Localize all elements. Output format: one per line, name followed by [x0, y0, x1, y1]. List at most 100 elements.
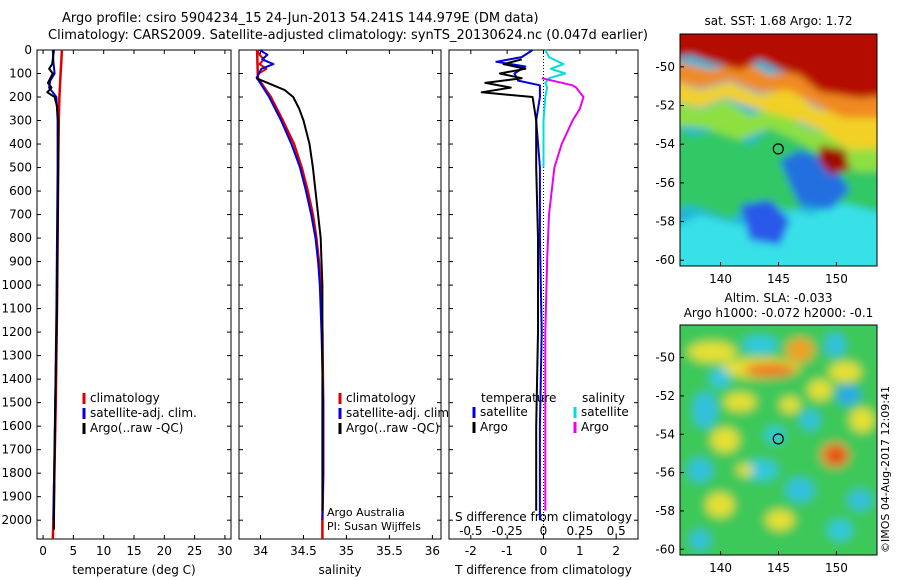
depth-tick-label: 200	[9, 90, 32, 104]
difference-legend-t-argo-label: Argo	[480, 420, 508, 434]
salinity-satellite-line	[256, 49, 325, 521]
sla-anomaly-2	[786, 338, 814, 362]
salinity-legend-0-label: climatology	[346, 391, 416, 405]
credit-text: ©IMOS 04-Aug-2017 12:09:41	[879, 386, 892, 553]
sla-anomaly-17	[829, 449, 845, 463]
sla-anomaly-18	[688, 458, 712, 482]
depth-tick-label: 2000	[1, 513, 32, 527]
sla-anomaly-23	[766, 510, 794, 530]
sla-anomaly-21	[706, 493, 734, 517]
temperature-tick-label: 20	[157, 544, 172, 558]
salinity-tick-label: 36	[425, 544, 440, 558]
s-diff-tick-label: 0	[540, 524, 548, 538]
depth-tick-label: 700	[9, 208, 32, 222]
sla-anomaly-7	[710, 368, 730, 388]
difference-line-1	[480, 58, 539, 511]
difference-line-2	[542, 49, 567, 168]
sst-map-lon-label: 145	[767, 272, 790, 286]
temperature-argo-line	[46, 49, 60, 530]
sla-anomaly-13	[850, 408, 874, 432]
salinity-xlabel: salinity	[318, 563, 361, 577]
sst-red-north	[680, 34, 877, 98]
sla-map-lon-label: 145	[767, 561, 790, 575]
temperature-tick-label: 10	[96, 544, 111, 558]
temperature-tick-label: 5	[70, 544, 78, 558]
sla-anomaly-8	[693, 392, 717, 428]
sla-anomaly-25	[690, 530, 710, 550]
sst-map-title: sat. SST: 1.68 Argo: 1.72	[704, 14, 852, 28]
sla-anomaly-5	[744, 363, 796, 377]
legend-header-salinity: salinity	[582, 391, 625, 405]
sst-map-lon-label: 140	[709, 272, 732, 286]
t-diff-xlabel: T difference from climatology	[454, 563, 632, 577]
t-diff-tick-label: 2	[612, 544, 620, 558]
sla-map-lat-label: -52	[655, 389, 675, 403]
temperature-tick-label: 25	[187, 544, 202, 558]
depth-tick-label: 400	[9, 137, 32, 151]
salinity-tick-label: 34.5	[290, 544, 317, 558]
salinity-axes-frame	[238, 49, 442, 540]
sla-map-lon-label: 140	[709, 561, 732, 575]
sla-anomaly-0	[688, 342, 736, 362]
sla-map-lat-label: -56	[655, 466, 675, 480]
sla-anomaly-26	[800, 410, 820, 430]
sst-blue-patch-2	[740, 200, 790, 245]
sst-map-lat-label: -54	[655, 137, 675, 151]
depth-tick-label: 500	[9, 161, 32, 175]
depth-tick-label: 1900	[1, 490, 32, 504]
depth-tick-label: 300	[9, 114, 32, 128]
sst-heatmap	[680, 34, 877, 266]
difference-line-3	[541, 77, 585, 511]
depth-tick-label: 1000	[1, 278, 32, 292]
sla-anomaly-6	[829, 362, 861, 382]
sla-anomaly-24	[828, 520, 852, 540]
salinity-legend-1-label: satellite-adj. clim.	[346, 406, 453, 420]
depth-tick-label: 1100	[1, 302, 32, 316]
sst-map-float-marker	[772, 143, 784, 155]
temperature-tick-label: 30	[217, 544, 232, 558]
depth-tick-label: 1300	[1, 349, 32, 363]
salinity-tick-label: 35.5	[376, 544, 403, 558]
temperature-axes-frame	[36, 49, 232, 540]
sla-anomaly-3	[825, 333, 845, 357]
salinity-legend-2-label: Argo(..raw -QC)	[346, 421, 439, 435]
title-line-1: Argo profile: csiro 5904234_15 24-Jun-20…	[62, 11, 539, 26]
sla-anomaly-22	[848, 490, 872, 510]
s-diff-tick-label: -0.25	[492, 524, 523, 538]
temperature-xlabel: temperature (deg C)	[72, 563, 195, 577]
sla-map-lat-label: -50	[655, 351, 675, 365]
depth-tick-label: 900	[9, 255, 32, 269]
annotation-line-2: PI: Susan Wijffels	[327, 520, 421, 533]
s-diff-xlabel: S difference from climatology	[455, 510, 632, 524]
difference-line-0	[495, 49, 543, 521]
difference-legend-t-satellite-label: satellite	[480, 405, 528, 419]
sla-anomaly-19	[742, 460, 778, 480]
depth-tick-label: 0	[24, 43, 32, 57]
depth-tick-label: 800	[9, 231, 32, 245]
temperature-legend-0-label: climatology	[90, 391, 160, 405]
sla-map-lat-label: -58	[655, 504, 675, 518]
sla-map-title-1: Altim. SLA: -0.033	[724, 291, 832, 305]
sst-orange-band	[680, 62, 877, 118]
sst-map-lat-label: -50	[655, 60, 675, 74]
depth-tick-label: 1700	[1, 443, 32, 457]
sst-yellow-band	[680, 82, 877, 150]
sla-anomaly-11	[836, 385, 860, 405]
temperature-tick-label: 15	[126, 544, 141, 558]
sla-field	[680, 325, 877, 555]
sla-anomaly-10	[780, 397, 800, 413]
depth-tick-label: 1400	[1, 372, 32, 386]
temperature-tick-label: 0	[39, 544, 47, 558]
difference-legend-s-argo-label: Argo	[581, 420, 609, 434]
sst-map-lat-label: -52	[655, 99, 675, 113]
sst-map-lat-label: -58	[655, 215, 675, 229]
salinity-tick-label: 34	[253, 544, 268, 558]
s-diff-tick-label: -0.5	[459, 524, 482, 538]
sla-anomaly-9	[724, 393, 756, 411]
depth-tick-label: 600	[9, 184, 32, 198]
temperature-legend-2-label: Argo(..raw -QC)	[90, 421, 183, 435]
salinity-tick-label: 35	[339, 544, 354, 558]
s-diff-tick-label: 0.25	[566, 524, 593, 538]
depth-tick-label: 1200	[1, 325, 32, 339]
